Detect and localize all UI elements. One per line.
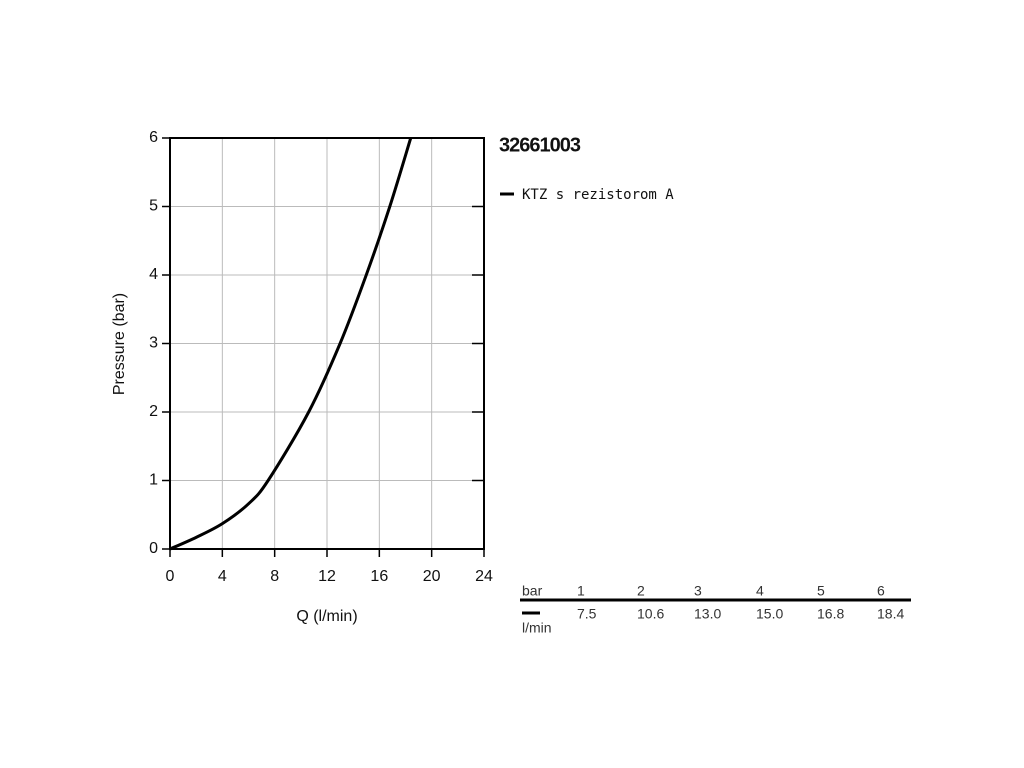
table-cell: 15.0: [756, 606, 783, 622]
x-tick-label: 8: [270, 568, 279, 585]
y-tick-label: 3: [149, 335, 158, 352]
y-tick-label: 5: [149, 198, 158, 215]
table-cell: 16.8: [817, 606, 844, 622]
x-tick-label: 16: [370, 568, 388, 585]
table-header: 2: [637, 583, 645, 599]
table-cell: 18.4: [877, 606, 904, 622]
x-tick-label: 12: [318, 568, 336, 585]
table-header: bar: [522, 583, 543, 599]
x-tick-label: 4: [218, 568, 227, 585]
plot-frame: [169, 137, 485, 550]
x-axis-label: Q (l/min): [296, 608, 357, 625]
table-header: 3: [694, 583, 702, 599]
x-tick-label: 0: [166, 568, 175, 585]
line: [169, 137, 413, 551]
table-row-label: l/min: [522, 620, 552, 636]
y-tick-label: 2: [149, 403, 158, 420]
y-tick-label: 0: [149, 540, 158, 557]
table-cell: 10.6: [637, 606, 664, 622]
table-header: 1: [577, 583, 585, 599]
table-header: 5: [817, 583, 825, 599]
y-tick-label: 4: [149, 266, 158, 283]
legend-label: KTZ s rezistorom A: [522, 187, 674, 203]
x-tick-label: 24: [475, 568, 493, 585]
y-tick-label: 6: [149, 129, 158, 146]
table-cell: 13.0: [694, 606, 721, 622]
legend-title: 32661003: [499, 134, 581, 156]
table-cell: 7.5: [577, 606, 597, 622]
y-tick-label: 1: [149, 472, 158, 489]
table-header: 6: [877, 583, 885, 599]
y-axis-label: Pressure (bar): [111, 293, 128, 395]
x-tick-label: 20: [423, 568, 441, 585]
table-header: 4: [756, 583, 764, 599]
